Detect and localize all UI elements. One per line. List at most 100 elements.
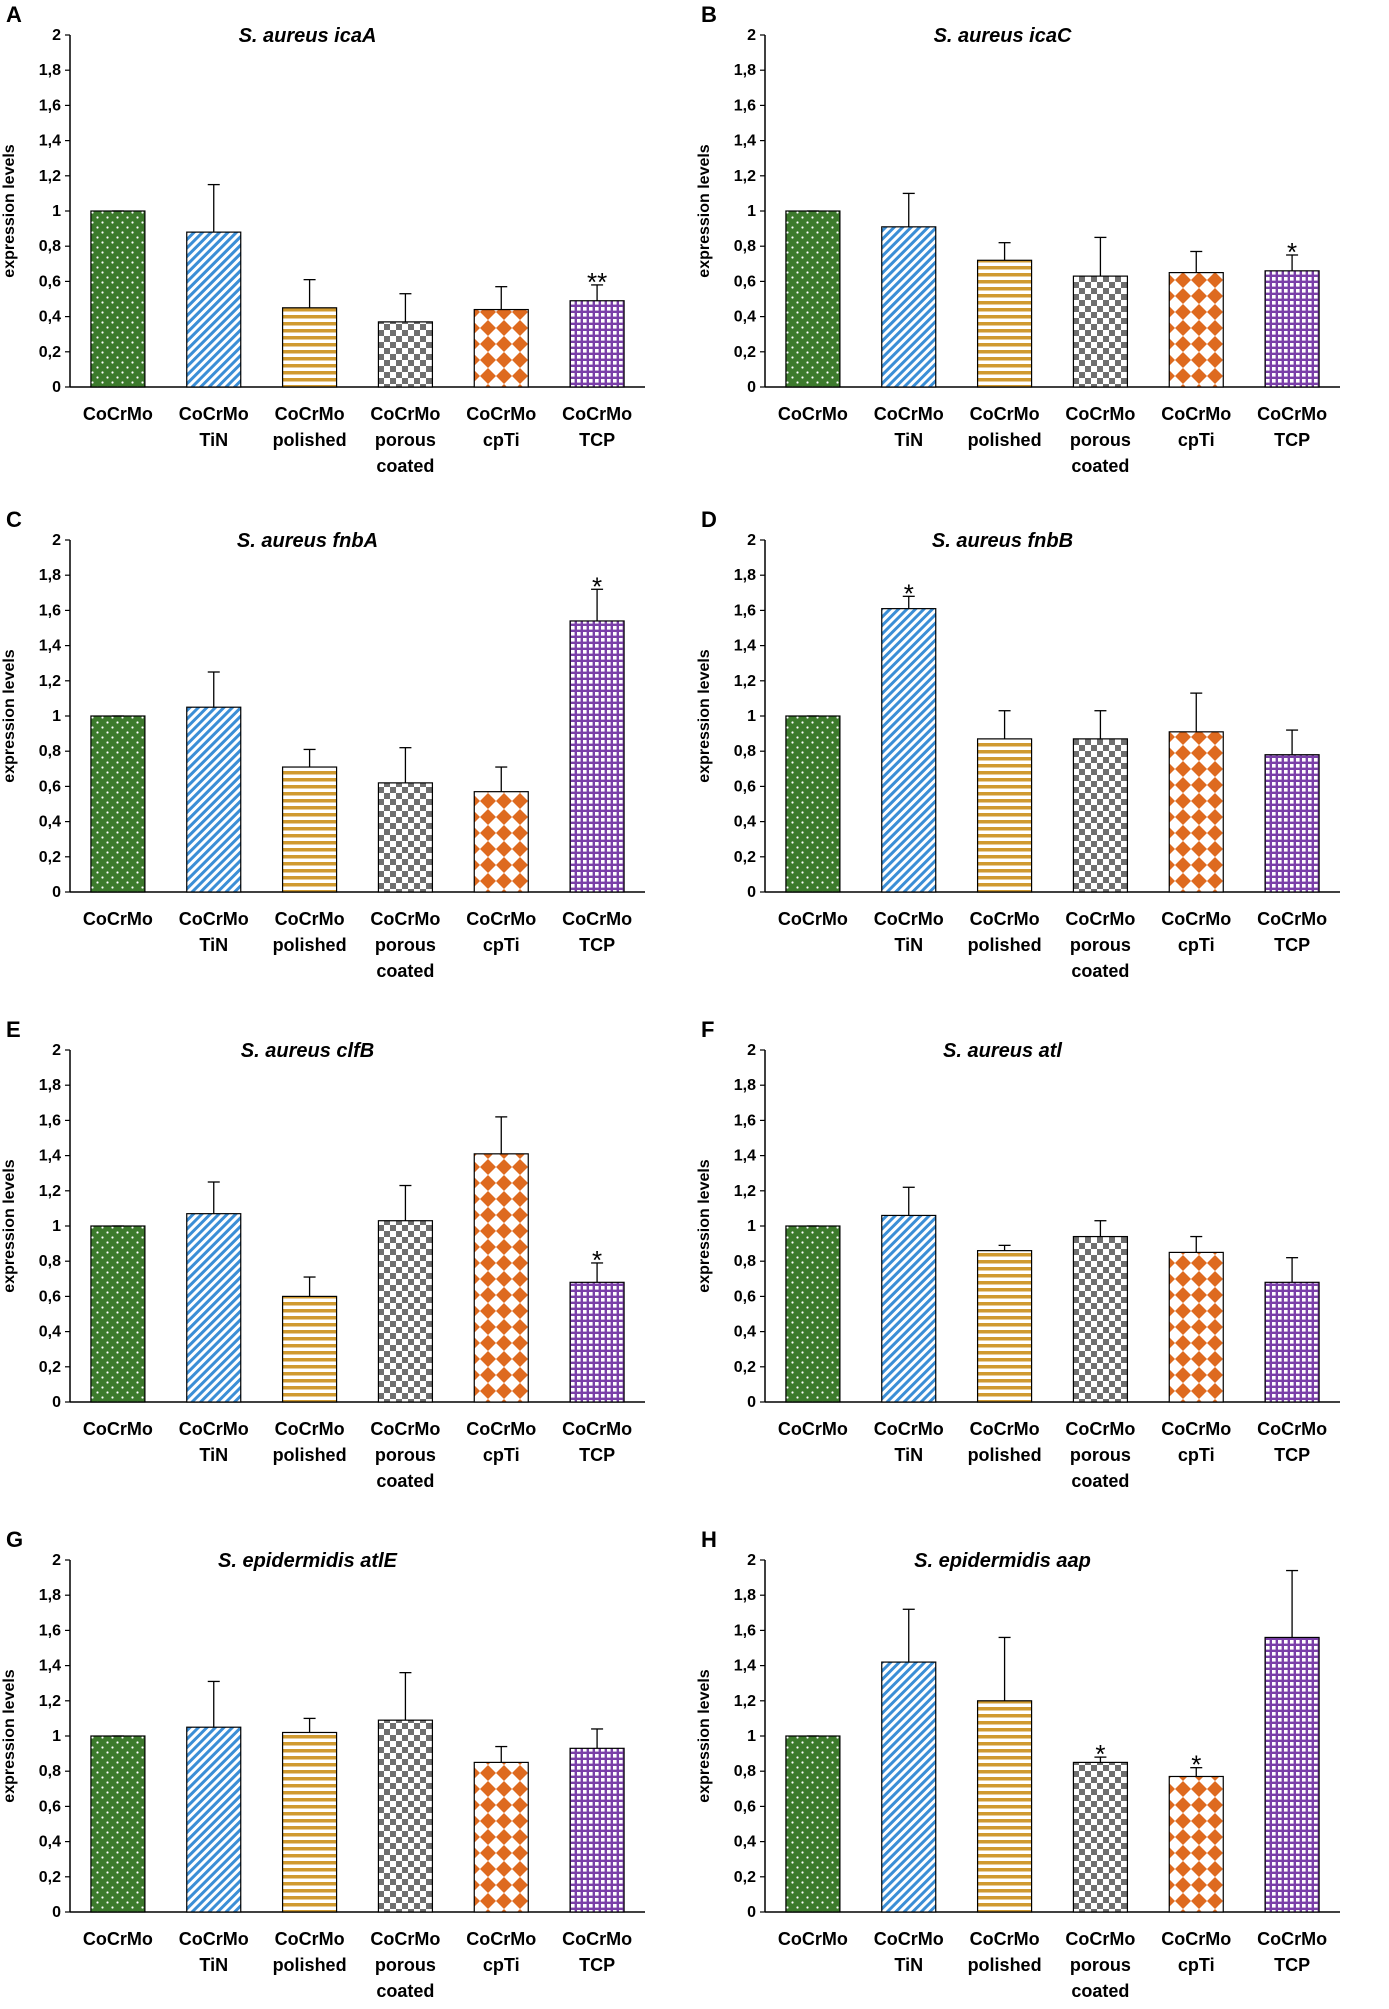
y-tick-label: 0,4	[734, 1834, 756, 1851]
y-tick-label: 0,8	[39, 743, 61, 760]
significance-marker: *	[592, 1245, 602, 1275]
y-tick-label: 1	[747, 1728, 756, 1745]
bar	[473, 308, 529, 388]
y-tick-label: 2	[52, 1552, 61, 1569]
y-tick-label: 1,2	[39, 168, 61, 185]
y-axis-label: expression levels	[1, 649, 18, 783]
panel-letter: G	[6, 1527, 23, 1552]
bar	[976, 1250, 1033, 1403]
panel-letter: H	[701, 1527, 717, 1552]
y-tick-label: 1,8	[39, 1077, 61, 1094]
bar	[569, 620, 625, 893]
category-label: CoCrMo	[83, 1929, 153, 1949]
category-label: CoCrMo	[83, 404, 153, 424]
bar	[377, 1719, 434, 1913]
y-tick-label: 1,4	[39, 1658, 61, 1675]
y-tick-label: 0,2	[39, 1359, 61, 1376]
category-label: CoCrMo cpTi	[1161, 909, 1231, 955]
category-label: CoCrMo cpTi	[466, 1419, 536, 1465]
panel-letter: B	[701, 2, 717, 27]
category-label: CoCrMo porous coated	[370, 1419, 440, 1491]
category-label: CoCrMo polished	[273, 1929, 347, 1975]
category-label: CoCrMo porous coated	[370, 909, 440, 981]
y-tick-label: 1,8	[39, 62, 61, 79]
category-label: CoCrMo porous coated	[370, 1929, 440, 2001]
category-label: CoCrMo TCP	[1257, 909, 1327, 955]
bar	[1072, 1761, 1129, 1913]
y-tick-label: 0	[747, 1394, 756, 1411]
panel-f: F S. aureus atl 0 0,2 0,4 0,6 0,8 1 1,2 1,4 1,6 1,8…	[696, 1017, 1340, 1491]
bar	[90, 1225, 146, 1403]
y-tick-label: 1,6	[734, 1112, 756, 1129]
y-tick-label: 0,8	[734, 1253, 756, 1270]
bar	[90, 210, 146, 388]
category-label: CoCrMo TiN	[874, 909, 944, 955]
y-tick-label: 0,6	[39, 1798, 61, 1815]
y-tick-label: 0	[52, 1904, 61, 1921]
bar	[186, 706, 242, 893]
y-tick-label: 1	[52, 1218, 61, 1235]
bar	[881, 608, 937, 893]
bar	[976, 1700, 1033, 1913]
category-label: CoCrMo TiN	[874, 1929, 944, 1975]
y-tick-label: 0,4	[39, 1834, 61, 1851]
bar	[1168, 1775, 1224, 1913]
category-label: CoCrMo	[778, 909, 848, 929]
y-axis-label: expression levels	[1, 1669, 18, 1803]
category-label: CoCrMo porous coated	[1065, 1929, 1135, 2001]
chart-title: S. aureus icaC	[934, 25, 1072, 47]
y-tick-label: 0,6	[39, 1288, 61, 1305]
category-label: CoCrMo TiN	[179, 909, 249, 955]
chart-title: S. aureus atl	[943, 1040, 1062, 1062]
bar	[1168, 1251, 1224, 1403]
chart-title: S. aureus icaA	[239, 25, 377, 47]
y-tick-label: 1	[52, 708, 61, 725]
y-tick-label: 1,4	[734, 1148, 756, 1165]
y-axis-label: expression levels	[696, 649, 713, 783]
bar	[976, 738, 1033, 893]
category-label: CoCrMo TCP	[562, 1929, 632, 1975]
bar	[569, 300, 625, 388]
significance-marker: *	[904, 578, 914, 608]
bar	[377, 782, 434, 893]
category-label: CoCrMo cpTi	[1161, 1929, 1231, 1975]
category-label: CoCrMo cpTi	[466, 404, 536, 450]
bar	[785, 1225, 841, 1403]
bar	[473, 1761, 529, 1913]
y-tick-label: 0,4	[734, 1324, 756, 1341]
y-tick-label: 0,6	[734, 1288, 756, 1305]
category-label: CoCrMo	[778, 1929, 848, 1949]
category-label: CoCrMo polished	[968, 404, 1042, 450]
y-tick-label: 1	[747, 1218, 756, 1235]
y-tick-label: 0,6	[734, 778, 756, 795]
y-tick-label: 1,4	[734, 1658, 756, 1675]
category-label: CoCrMo polished	[968, 909, 1042, 955]
y-tick-label: 0,4	[39, 814, 61, 831]
y-tick-label: 2	[52, 532, 61, 549]
y-axis-label: expression levels	[1, 1159, 18, 1293]
category-label: CoCrMo cpTi	[466, 1929, 536, 1975]
y-tick-label: 1,2	[734, 673, 756, 690]
bar	[881, 1214, 937, 1403]
y-tick-label: 1,8	[734, 1077, 756, 1094]
category-label: CoCrMo TCP	[1257, 1419, 1327, 1465]
y-tick-label: 2	[747, 1042, 756, 1059]
category-label: CoCrMo cpTi	[1161, 1419, 1231, 1465]
y-tick-label: 0,8	[39, 1253, 61, 1270]
y-tick-label: 0,6	[734, 1798, 756, 1815]
category-label: CoCrMo polished	[273, 1419, 347, 1465]
y-axis-label: expression levels	[1, 144, 18, 278]
y-tick-label: 2	[52, 27, 61, 44]
bar	[1264, 754, 1320, 893]
y-tick-label: 2	[747, 27, 756, 44]
y-axis-label: expression levels	[696, 144, 713, 278]
bar	[186, 1213, 242, 1403]
y-tick-label: 0,8	[39, 238, 61, 255]
y-tick-label: 1,6	[734, 97, 756, 114]
y-tick-label: 1,4	[734, 638, 756, 655]
y-tick-label: 2	[52, 1042, 61, 1059]
bar	[281, 766, 338, 893]
y-tick-label: 1,8	[734, 1587, 756, 1604]
bar	[1264, 1281, 1320, 1403]
chart-title: S. aureus clfB	[241, 1040, 374, 1062]
